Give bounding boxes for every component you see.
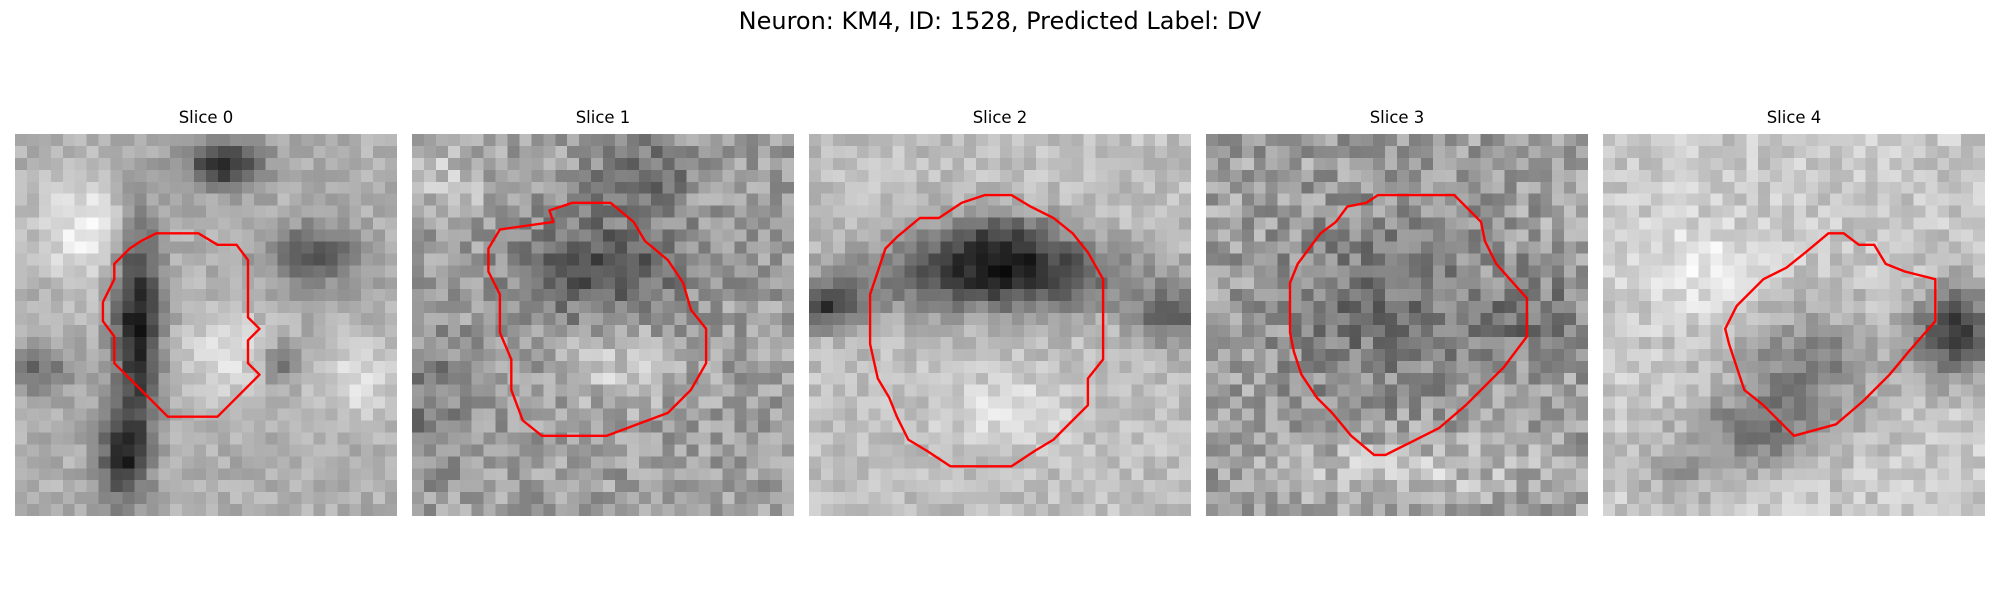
slice-image-4 — [1603, 134, 1985, 516]
slice-title-4: Slice 4 — [1766, 108, 1822, 127]
pixel-grid — [412, 134, 794, 516]
slice-title-1: Slice 1 — [575, 108, 631, 127]
slice-title-0: Slice 0 — [178, 108, 234, 127]
segmentation-contour — [1288, 193, 1529, 457]
slice-image-1 — [412, 134, 794, 516]
pixel-grid — [15, 134, 397, 516]
slice-svg-1 — [412, 134, 794, 516]
slice-svg-3 — [1206, 134, 1588, 516]
segmentation-contour — [868, 193, 1105, 468]
pixel-grid — [1206, 134, 1588, 516]
slice-title-3: Slice 3 — [1369, 108, 1425, 127]
slice-title-2: Slice 2 — [972, 108, 1028, 127]
slice-image-0 — [15, 134, 397, 516]
figure-title: Neuron: KM4, ID: 1528, Predicted Label: … — [738, 7, 1262, 35]
pixel-grid — [809, 134, 1191, 516]
segmentation-contour — [101, 232, 261, 418]
pixel-grid — [1603, 134, 1985, 516]
slice-svg-4 — [1603, 134, 1985, 516]
slice-svg-2 — [809, 134, 1191, 516]
slice-image-3 — [1206, 134, 1588, 516]
slice-image-2 — [809, 134, 1191, 516]
segmentation-contour — [487, 201, 708, 437]
slice-svg-0 — [15, 134, 397, 516]
segmentation-contour — [1723, 232, 1937, 437]
